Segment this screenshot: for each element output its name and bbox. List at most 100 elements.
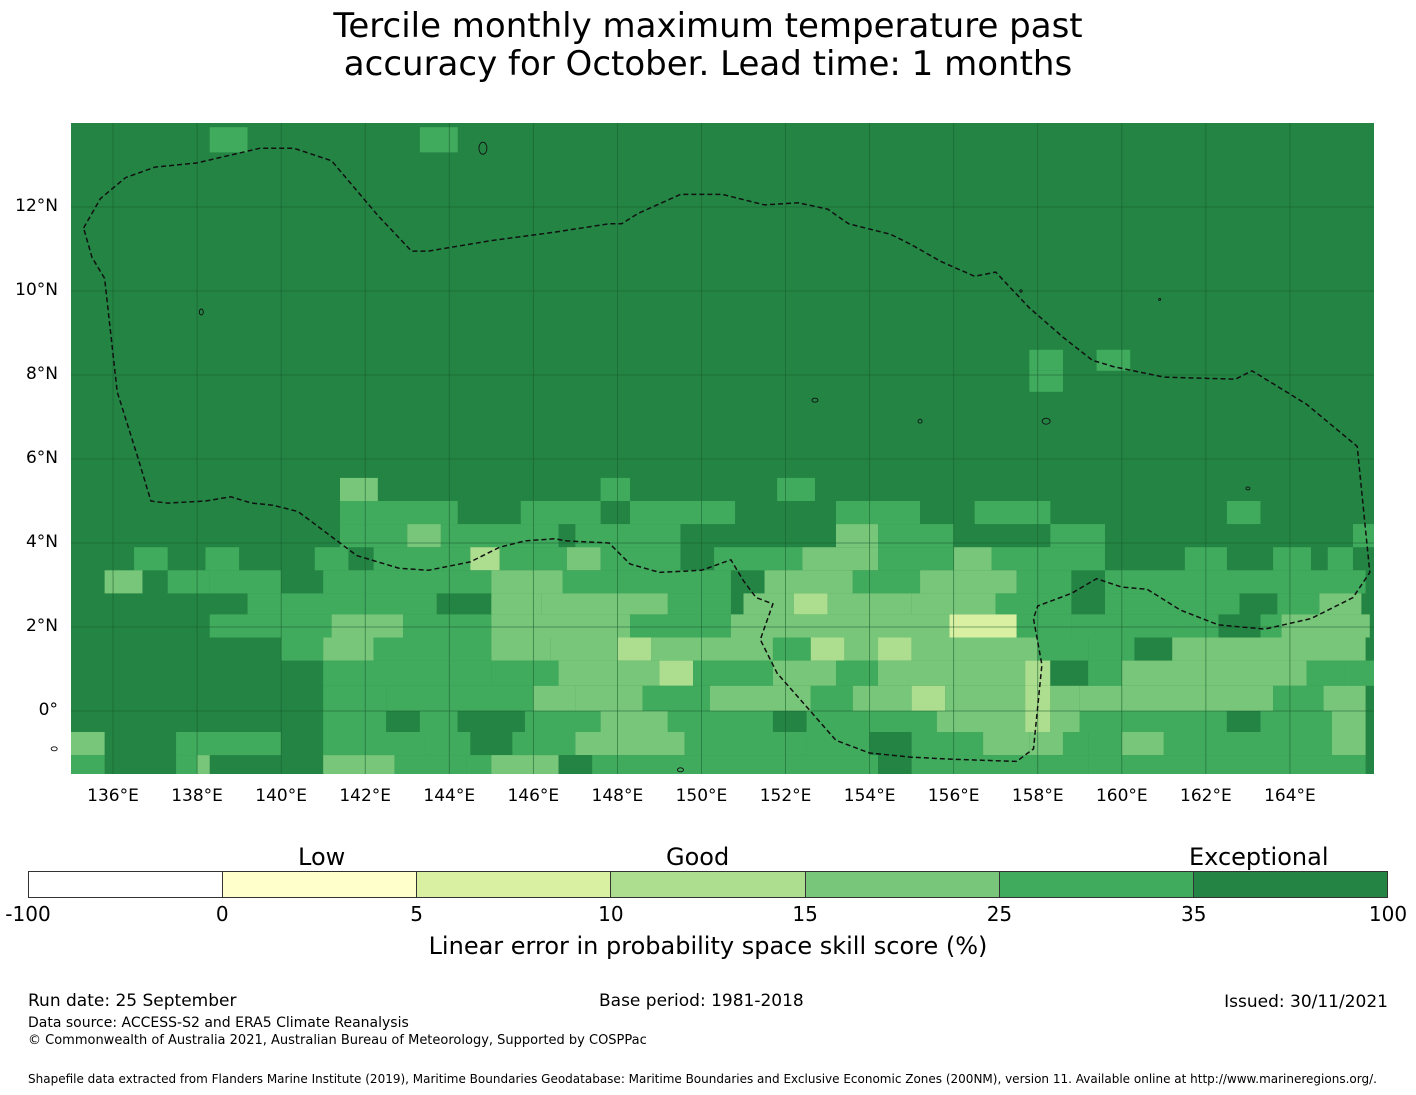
skill-cell (407, 524, 441, 548)
skill-cell (743, 593, 794, 615)
skill-cell (419, 127, 458, 153)
latitude-tick-label: 6°N (25, 448, 58, 468)
longitude-tick-label: 160°E (1095, 786, 1148, 806)
colorbar-exceptional-label: Exceptional (1189, 843, 1329, 871)
colorbar-tick-label: 35 (1180, 902, 1207, 926)
longitude-tick-label: 148°E (591, 786, 644, 806)
skill-cell (1319, 593, 1362, 615)
skill-cell (1079, 711, 1227, 732)
skill-cell (491, 755, 559, 774)
skill-cell (793, 593, 828, 615)
skill-cell (323, 660, 492, 686)
chart-title-line-2: accuracy for October. Lead time: 1 month… (343, 44, 1073, 84)
skill-cell (491, 614, 631, 638)
skill-cell (1331, 711, 1366, 732)
skill-cell (323, 685, 387, 711)
skill-cell (1281, 614, 1370, 638)
skill-cell (1096, 349, 1131, 371)
skill-cell (104, 570, 143, 594)
skill-cell (802, 547, 879, 571)
colorbar-segment (611, 872, 806, 897)
skill-cell (1088, 637, 1135, 661)
eez-boundary-line (82, 147, 1371, 763)
skill-cell (878, 755, 912, 774)
latitude-tick-label: 2°N (25, 616, 58, 636)
skill-cell (512, 732, 576, 756)
skill-cell (983, 732, 1030, 756)
skill-cell (991, 547, 1105, 571)
skill-cell (651, 637, 773, 661)
colorbar-tick-label: 5 (410, 902, 423, 926)
skill-cell (1226, 711, 1261, 732)
skill-cell (810, 685, 853, 711)
skill-cell (575, 732, 685, 756)
latitude-tick-label: 0° (38, 700, 58, 720)
skill-cell (592, 755, 879, 774)
island-outline (811, 397, 819, 403)
colorbar-tick-label: 0 (215, 902, 229, 926)
skill-cell (403, 614, 492, 638)
colorbar (28, 871, 1388, 898)
skill-cell (520, 501, 601, 525)
skill-cell (331, 614, 404, 638)
skill-cell (1016, 614, 1072, 638)
skill-cell (1029, 732, 1063, 756)
colorbar-segment (29, 872, 224, 897)
skill-cell (806, 732, 870, 756)
skill-cell (1260, 614, 1282, 638)
skill-cell (491, 660, 559, 686)
skill-cell (1104, 593, 1240, 615)
longitude-tick-label: 146°E (507, 786, 560, 806)
skill-cell (562, 570, 618, 594)
skill-cell (457, 711, 525, 732)
issued-date: Issued: 30/11/2021 (1224, 992, 1388, 1012)
skill-cell (386, 711, 420, 732)
skill-cell (945, 685, 1026, 711)
skill-cell (869, 732, 912, 756)
longitude-tick-label: 142°E (339, 786, 392, 806)
skill-cell (764, 570, 853, 594)
colorbar-good-label: Good (666, 843, 730, 871)
island-outline (50, 746, 58, 752)
skill-cell (340, 524, 408, 548)
skill-cell (524, 711, 601, 732)
skill-cell (365, 593, 437, 615)
skill-cell (550, 637, 618, 661)
skill-cell (466, 755, 492, 774)
run-date: Run date: 25 September (28, 991, 237, 1011)
colorbar-tick-label: 15 (792, 902, 818, 926)
longitude-tick-label: 144°E (423, 786, 476, 806)
skill-cell (1226, 501, 1261, 525)
island-outline (198, 308, 204, 316)
skill-cell (1088, 755, 1366, 774)
skill-cell (424, 732, 471, 756)
skill-cell (209, 614, 332, 638)
skill-cell (491, 593, 542, 615)
skill-cell (911, 637, 1038, 661)
skill-cell (340, 477, 378, 501)
longitude-tick-label: 162°E (1180, 786, 1232, 806)
skill-cell (630, 614, 731, 638)
skill-cell (920, 570, 1017, 594)
skill-cell (209, 127, 248, 153)
latitude-tick-label: 12°N (15, 196, 58, 216)
skill-cell (394, 755, 467, 774)
skill-cell (772, 637, 811, 661)
skill-cell (71, 732, 105, 756)
skill-cell (566, 547, 601, 571)
skill-cell (314, 547, 349, 571)
skill-cell (386, 685, 534, 711)
colorbar-tick-label: 25 (986, 902, 1013, 926)
skill-cell (1121, 685, 1274, 711)
skill-cell (1331, 732, 1366, 756)
skill-cell (684, 732, 807, 756)
skill-cell (533, 685, 576, 711)
skill-cell (617, 570, 731, 594)
colorbar-tick-label: -100 (5, 902, 51, 926)
skill-cell (1260, 711, 1332, 732)
skill-cell (835, 711, 937, 732)
skill-cell (878, 637, 912, 661)
skill-cell (1327, 547, 1353, 571)
colorbar-title: Linear error in probability space skill … (428, 932, 988, 960)
skill-cell (1050, 685, 1080, 711)
